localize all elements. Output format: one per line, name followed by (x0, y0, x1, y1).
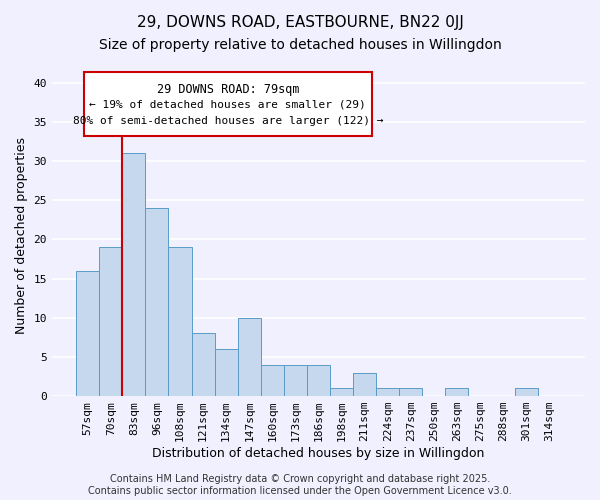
Bar (99, 248, 122, 396)
Text: Contains public sector information licensed under the Open Government Licence v3: Contains public sector information licen… (88, 486, 512, 496)
Bar (169, 248, 191, 396)
Bar (445, 388, 469, 396)
Bar (145, 208, 169, 396)
Bar (515, 388, 538, 396)
Text: 29 DOWNS ROAD: 79sqm: 29 DOWNS ROAD: 79sqm (157, 83, 299, 96)
Bar (399, 388, 422, 396)
Bar (376, 388, 399, 396)
Text: 80% of semi-detached houses are larger (122) →: 80% of semi-detached houses are larger (… (73, 116, 383, 126)
Bar (330, 388, 353, 396)
Bar (261, 365, 284, 396)
Bar (76, 271, 99, 396)
Bar (307, 365, 330, 396)
Text: 29, DOWNS ROAD, EASTBOURNE, BN22 0JJ: 29, DOWNS ROAD, EASTBOURNE, BN22 0JJ (137, 15, 463, 30)
FancyBboxPatch shape (84, 72, 372, 136)
Bar (122, 154, 145, 396)
Bar (215, 349, 238, 396)
X-axis label: Distribution of detached houses by size in Willingdon: Distribution of detached houses by size … (152, 447, 485, 460)
Bar (191, 334, 215, 396)
Y-axis label: Number of detached properties: Number of detached properties (15, 137, 28, 334)
Text: ← 19% of detached houses are smaller (29): ← 19% of detached houses are smaller (29… (89, 100, 366, 110)
Bar (284, 365, 307, 396)
Bar (238, 318, 261, 396)
Bar (353, 372, 376, 396)
Text: Contains HM Land Registry data © Crown copyright and database right 2025.: Contains HM Land Registry data © Crown c… (110, 474, 490, 484)
Text: Size of property relative to detached houses in Willingdon: Size of property relative to detached ho… (98, 38, 502, 52)
